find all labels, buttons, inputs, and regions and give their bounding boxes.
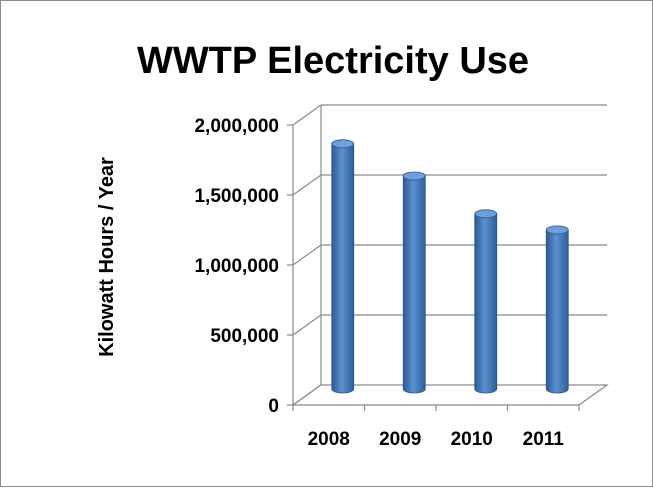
gridline-depth bbox=[292, 314, 322, 336]
y-tick-label: 0 bbox=[268, 396, 279, 417]
chart-title: WWTP Electricity Use bbox=[137, 40, 529, 82]
y-tick-label: 1,000,000 bbox=[194, 256, 279, 277]
y-tick-label: 1,500,000 bbox=[194, 186, 279, 207]
gridline-depth bbox=[292, 104, 322, 126]
x-tick-label: 2009 bbox=[379, 429, 421, 450]
y-tick-label: 500,000 bbox=[210, 326, 279, 347]
bar bbox=[331, 139, 355, 394]
x-tick-label: 2010 bbox=[451, 429, 493, 450]
y-axis-label: Kilowatt Hours / Year bbox=[96, 157, 118, 357]
x-tick-label: 2011 bbox=[523, 429, 565, 450]
chart-floor bbox=[291, 384, 609, 406]
gridline-depth bbox=[292, 174, 322, 196]
y-tick-label: 2,000,000 bbox=[194, 116, 279, 137]
bar bbox=[545, 225, 569, 394]
x-tick-label: 2008 bbox=[308, 429, 350, 450]
gridline-depth bbox=[292, 244, 322, 266]
bar bbox=[474, 209, 498, 394]
bar bbox=[402, 171, 426, 394]
